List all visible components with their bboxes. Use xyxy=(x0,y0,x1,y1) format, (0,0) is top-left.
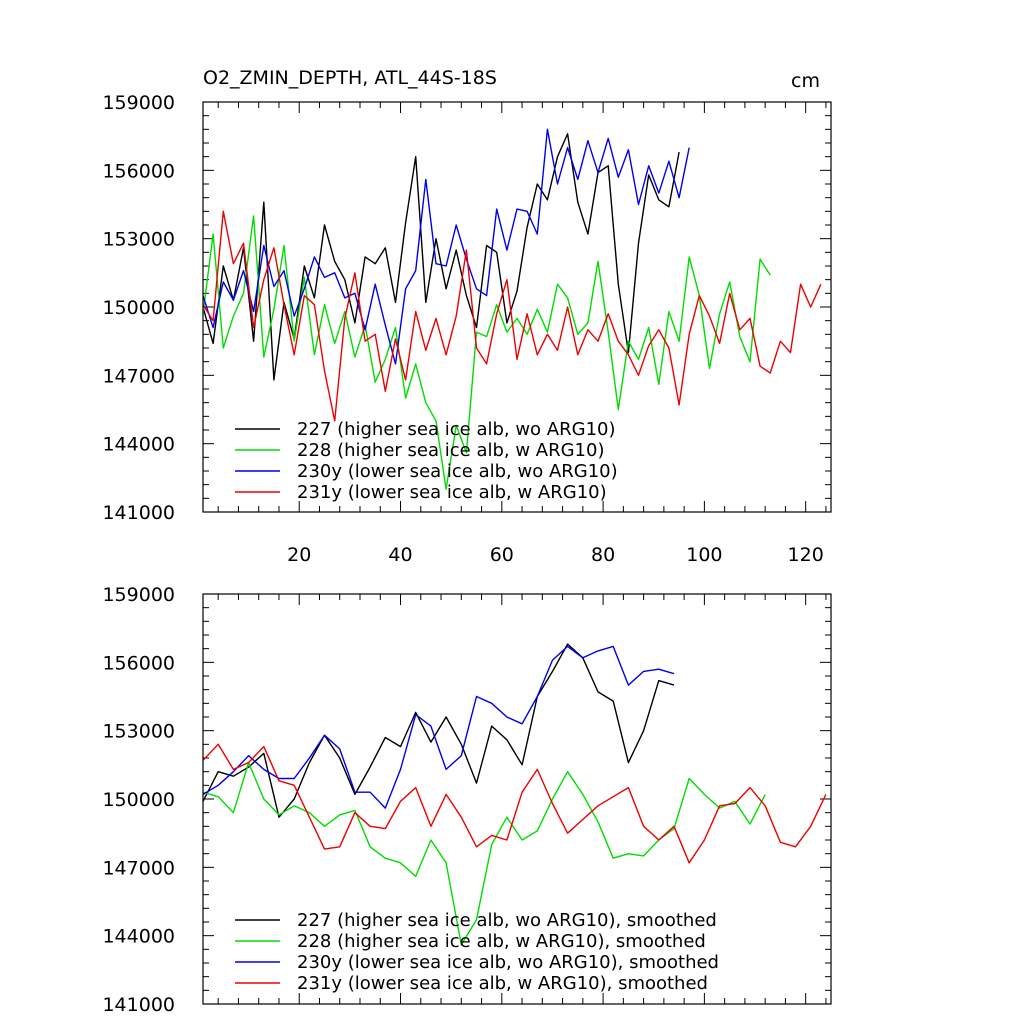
top-xtick-label: 100 xyxy=(686,544,722,566)
legend-label-231y: 231y (lower sea ice alb, w ARG10) xyxy=(297,482,607,503)
legend-label-230y-smoothed: 230y (lower sea ice alb, wo ARG10), smoo… xyxy=(297,952,719,973)
legend-label-228: 228 (higher sea ice alb, w ARG10) xyxy=(297,440,604,461)
bottom-ytick-label: 153000 xyxy=(102,721,175,743)
top-legend: 227 (higher sea ice alb, wo ARG10) 228 (… xyxy=(235,419,618,503)
bottom-ytick-label: 156000 xyxy=(102,652,175,674)
bottom-ytick-label: 150000 xyxy=(102,789,175,811)
top-xtick-label: 40 xyxy=(388,544,412,566)
units-label: cm xyxy=(791,70,820,92)
bottom-series-230y-line xyxy=(202,645,675,809)
top-series-group xyxy=(202,128,822,490)
top-axis-ticks: 141000 144000 147000 150000 153000 156000 1590… xyxy=(102,92,831,566)
bottom-series-group xyxy=(202,643,827,946)
top-series-228-line xyxy=(202,215,771,490)
legend-label-227-smoothed: 227 (higher sea ice alb, wo ARG10), smoo… xyxy=(297,910,717,931)
bottom-legend: 227 (higher sea ice alb, wo ARG10), smoo… xyxy=(235,910,719,994)
bottom-series-231y-line xyxy=(202,743,827,864)
top-ytick-label: 153000 xyxy=(102,229,175,251)
top-ytick-label: 147000 xyxy=(102,365,175,387)
bottom-series-227-line xyxy=(202,643,675,818)
top-xtick-label: 120 xyxy=(788,544,824,566)
top-ytick-label: 156000 xyxy=(102,160,175,182)
top-ytick-label: 159000 xyxy=(102,92,175,114)
top-panel: O2_ZMIN_DEPTH, ATL_44S-18S cm 141000 1440… xyxy=(102,67,832,566)
bottom-ytick-label: 144000 xyxy=(102,926,175,948)
legend-label-227: 227 (higher sea ice alb, wo ARG10) xyxy=(297,419,616,440)
legend-label-231y-smoothed: 231y (lower sea ice alb, w ARG10), smoot… xyxy=(297,973,708,994)
top-xtick-label: 20 xyxy=(287,544,311,566)
top-ytick-label: 150000 xyxy=(102,297,175,319)
legend-label-230y: 230y (lower sea ice alb, wo ARG10) xyxy=(297,461,618,482)
bottom-ytick-label: 159000 xyxy=(102,584,175,606)
top-ytick-label: 141000 xyxy=(102,502,175,524)
chart-title: O2_ZMIN_DEPTH, ATL_44S-18S xyxy=(203,67,497,89)
bottom-ytick-label: 141000 xyxy=(102,994,175,1016)
top-series-231y-line xyxy=(202,210,822,422)
top-series-230y-line xyxy=(202,128,690,365)
top-xtick-label: 80 xyxy=(591,544,615,566)
bottom-plot-frame xyxy=(202,593,832,1005)
top-series-227-line xyxy=(202,133,680,381)
top-ytick-label: 144000 xyxy=(102,434,175,456)
legend-label-228-smoothed: 228 (higher sea ice alb, w ARG10), smoot… xyxy=(297,931,706,952)
bottom-series-228-line xyxy=(202,761,766,946)
bottom-axis-ticks: 141000 144000 147000 150000 153000 156000 1590… xyxy=(102,584,831,1016)
bottom-panel: 141000 144000 147000 150000 153000 156000 1590… xyxy=(102,584,832,1016)
top-plot-frame xyxy=(202,101,832,513)
bottom-ytick-label: 147000 xyxy=(102,857,175,879)
top-xtick-label: 60 xyxy=(490,544,514,566)
